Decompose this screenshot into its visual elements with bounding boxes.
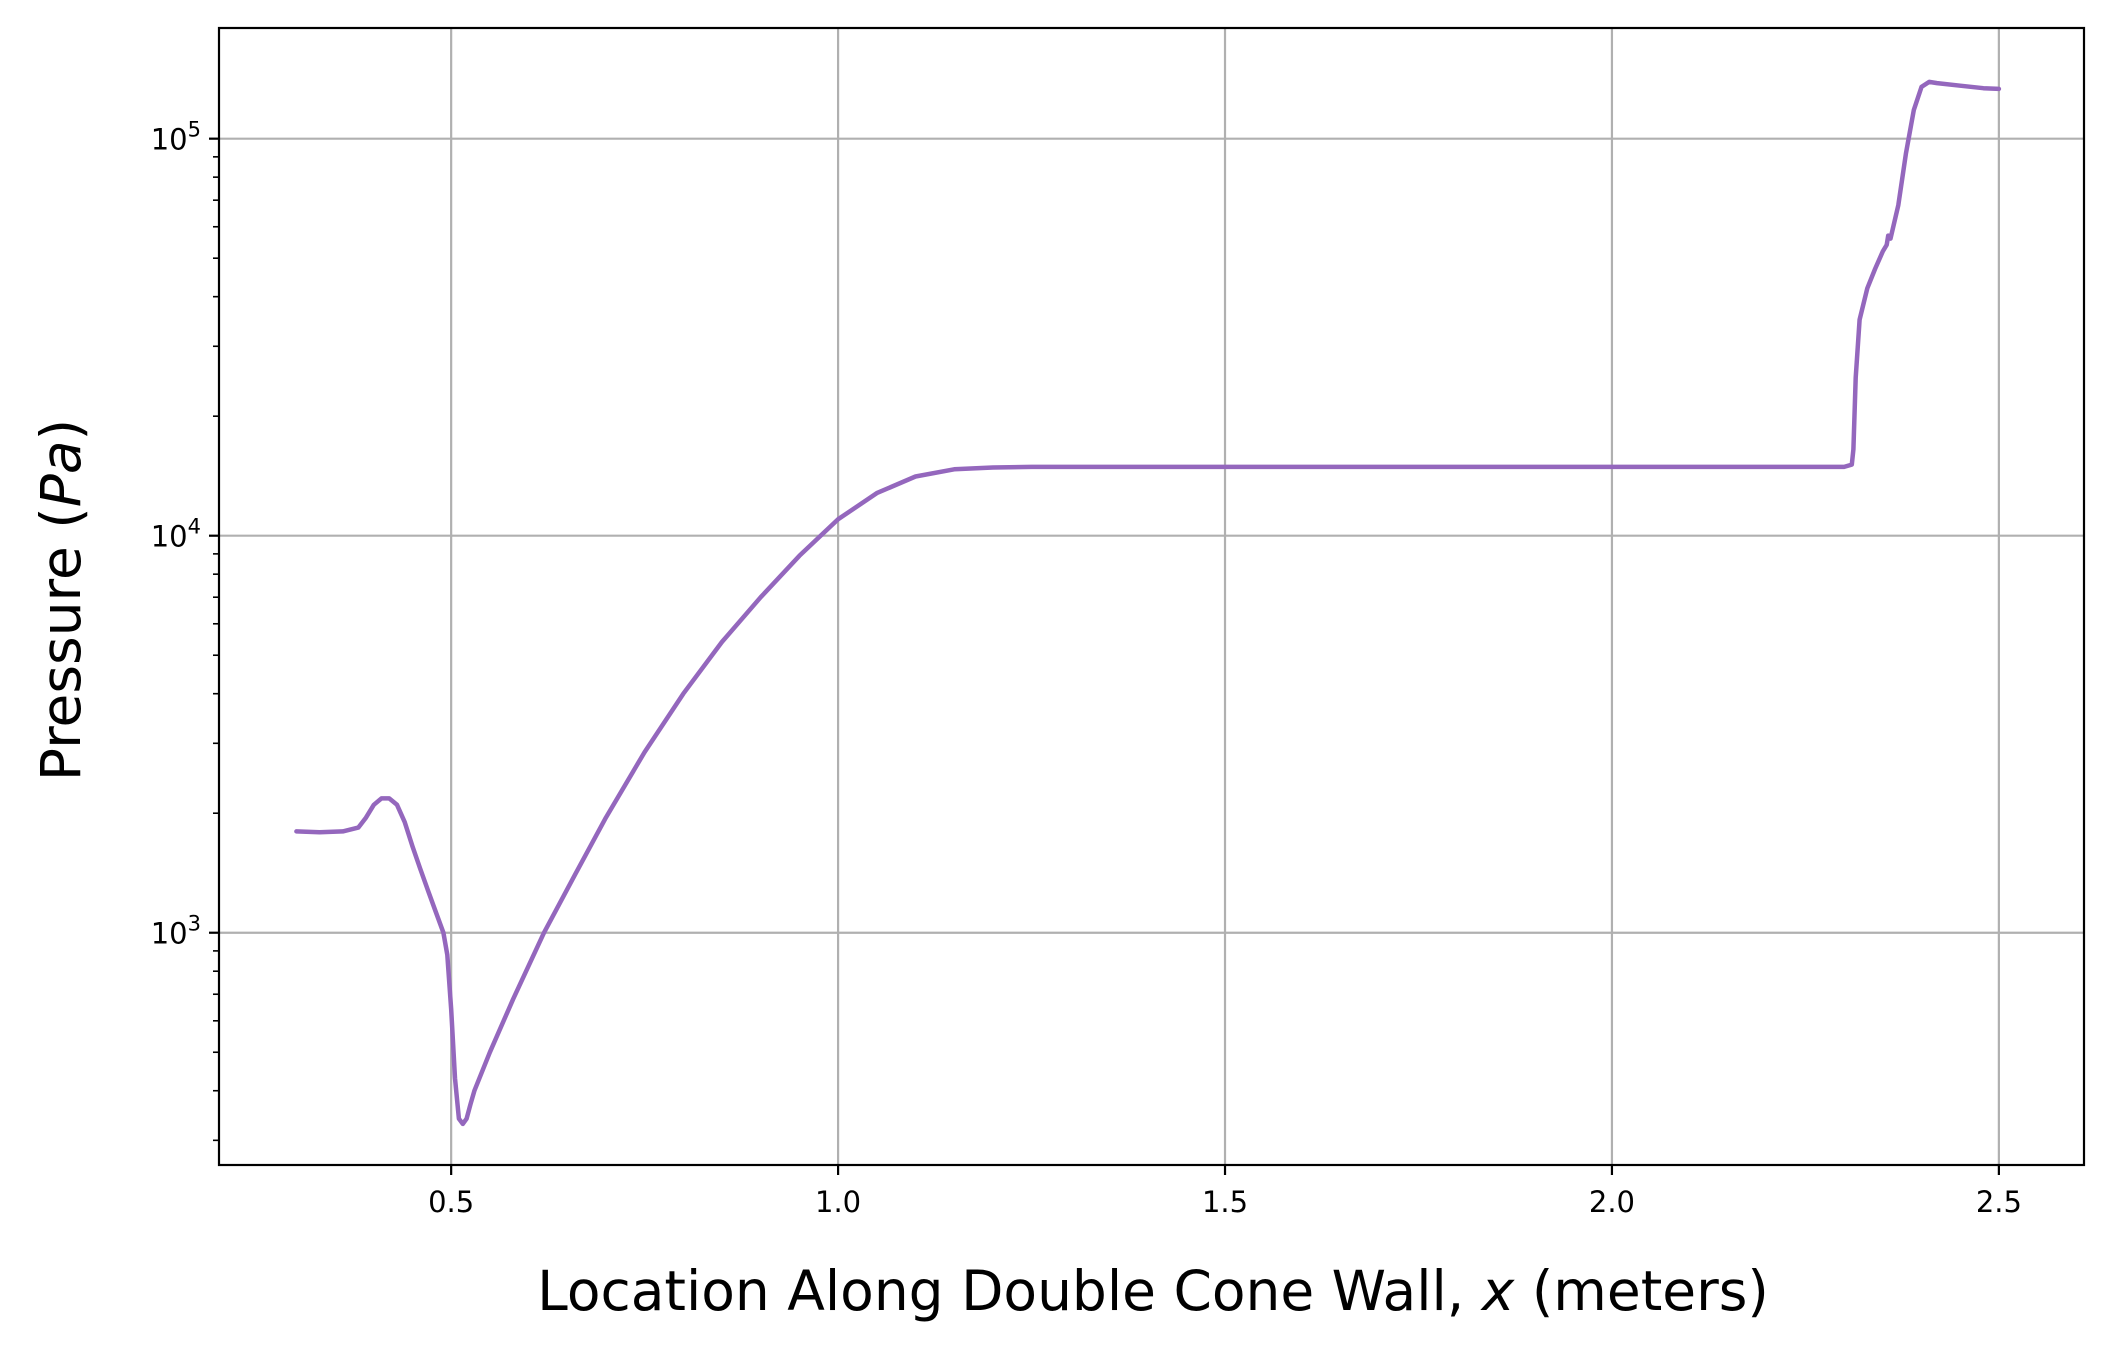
x-axis-label: Location Along Double Cone Wall, x (mete…	[537, 1259, 1769, 1323]
series-layer	[294, 79, 2002, 1127]
x-tick-label: 0.5	[428, 1185, 474, 1219]
x-tick-label: 1.5	[1202, 1185, 1248, 1219]
y-tick-label: 104	[151, 515, 201, 554]
series-line-0	[294, 79, 2002, 1127]
x-tick-label: 1.0	[815, 1185, 861, 1219]
x-tick-label: 2.0	[1589, 1185, 1635, 1219]
x-tick-label: 2.5	[1976, 1185, 2022, 1219]
axis-ticks	[209, 137, 2000, 1175]
plot-frame	[217, 26, 2086, 1167]
y-tick-label: 103	[151, 912, 201, 951]
y-axis-label: Pressure (Pa)	[29, 419, 93, 781]
grid-lines	[219, 28, 2084, 1165]
y-tick-label: 105	[151, 118, 201, 157]
tick-labels: 0.5 1.0 1.5 2.0 2.5 103 104 105	[151, 118, 2022, 1219]
